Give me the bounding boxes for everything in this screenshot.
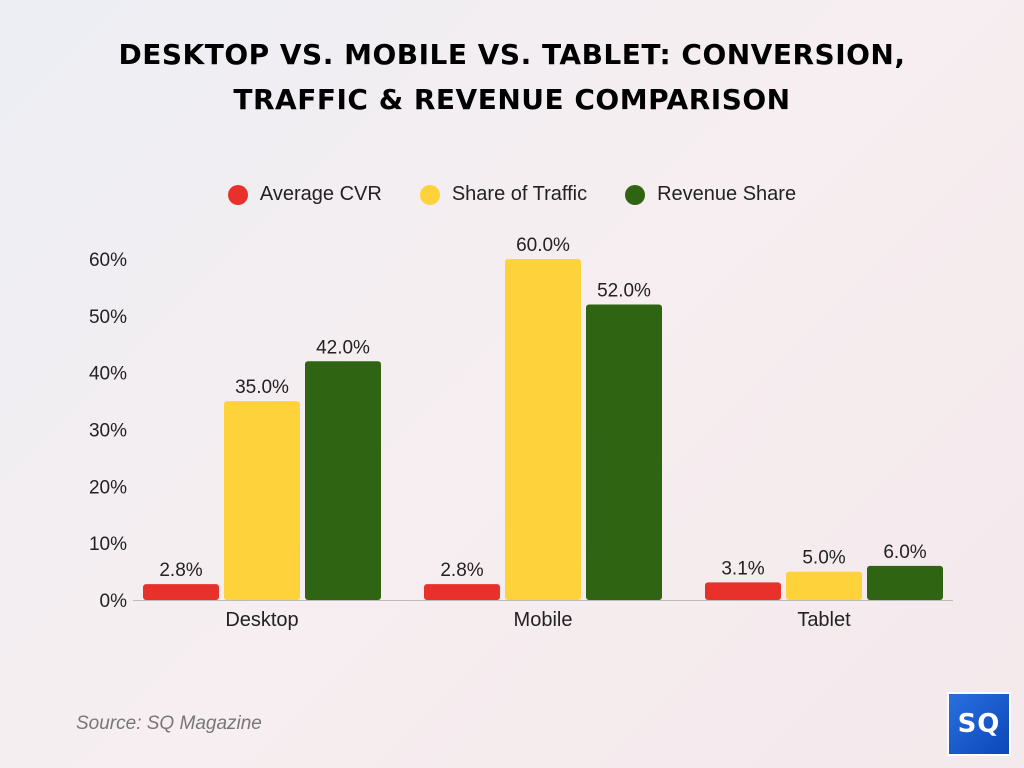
legend-item-revenue: Revenue Share xyxy=(625,183,796,206)
data-label: 3.1% xyxy=(721,558,764,579)
x-tick-label: Tablet xyxy=(797,609,851,631)
bar-tablet-1 xyxy=(786,571,862,600)
y-tick-label: 30% xyxy=(89,421,127,442)
data-label: 35.0% xyxy=(235,377,289,398)
legend-swatch-traffic xyxy=(419,184,440,205)
bar-desktop-1 xyxy=(224,401,300,600)
title-line-1: DESKTOP VS. MOBILE VS. TABLET: CONVERSIO… xyxy=(118,38,906,71)
y-tick-label: 20% xyxy=(89,477,127,498)
logo-text: SQ xyxy=(957,709,1001,739)
bar-mobile-2 xyxy=(586,304,662,600)
legend: Average CVR Share of Traffic Revenue Sha… xyxy=(0,183,1024,206)
bar-tablet-2 xyxy=(867,565,943,600)
legend-label: Share of Traffic xyxy=(451,183,588,205)
bar-mobile-0 xyxy=(424,584,500,600)
legend-item-cvr: Average CVR xyxy=(227,183,382,206)
chart-title: DESKTOP VS. MOBILE VS. TABLET: CONVERSIO… xyxy=(0,32,1024,122)
legend-label: Average CVR xyxy=(259,183,382,205)
bar-mobile-1 xyxy=(505,259,581,600)
y-tick-label: 10% xyxy=(89,534,127,555)
legend-label: Revenue Share xyxy=(657,183,797,205)
legend-item-traffic: Share of Traffic xyxy=(419,183,588,206)
legend-swatch-revenue xyxy=(625,184,646,205)
bar-desktop-2 xyxy=(305,361,381,600)
data-label: 2.8% xyxy=(159,560,202,581)
source-note: Source: SQ Magazine xyxy=(76,713,262,734)
x-tick-label: Mobile xyxy=(514,609,573,631)
legend-swatch-cvr xyxy=(227,184,248,205)
data-label: 42.0% xyxy=(316,337,370,358)
y-tick-label: 50% xyxy=(89,307,127,328)
bar-desktop-0 xyxy=(143,584,219,600)
x-tick-label: Desktop xyxy=(225,609,298,631)
data-label: 5.0% xyxy=(802,548,845,569)
y-tick-label: 40% xyxy=(89,364,127,385)
sq-logo: SQ xyxy=(947,692,1011,756)
data-label: 6.0% xyxy=(883,542,926,563)
data-label: 2.8% xyxy=(440,560,483,581)
y-tick-label: 0% xyxy=(100,591,128,612)
bar-tablet-0 xyxy=(705,582,781,600)
data-label: 52.0% xyxy=(597,280,651,301)
title-line-2: TRAFFIC & REVENUE COMPARISON xyxy=(233,83,791,116)
data-label: 60.0% xyxy=(516,235,570,256)
y-tick-label: 60% xyxy=(89,250,127,271)
